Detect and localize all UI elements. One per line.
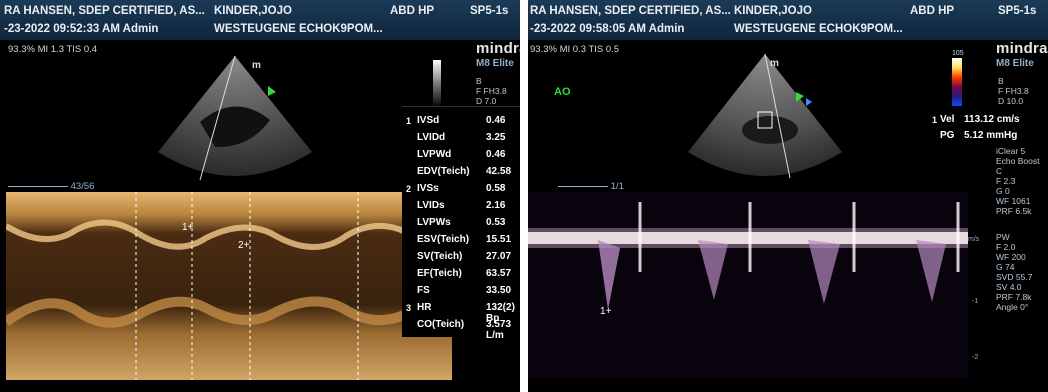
right-doppler-pane: RA HANSEN, SDEP CERTIFIED, AS... KINDER,… xyxy=(528,0,1048,392)
velocity-row: 1 Vel 113.12 cm/s xyxy=(932,114,1020,125)
doppler-cursor-1[interactable]: 1+ xyxy=(600,306,612,317)
measurement-group: 1 xyxy=(406,116,412,126)
measurement-value: 0.58 xyxy=(486,183,506,194)
right-power-line: 93.3% MI 0.3 TIS 0.5 xyxy=(530,44,620,55)
measurement-value: 42.58 xyxy=(486,166,512,177)
measurement-label: HR xyxy=(417,302,432,313)
ao-label: AO xyxy=(554,86,571,98)
left-model: M8 Elite xyxy=(476,58,514,69)
right-exam-type: ABD HP xyxy=(910,5,955,17)
velocity-scale-unit: m/s xyxy=(968,236,980,243)
measurement-value: 0.53 xyxy=(486,217,506,228)
measurement-row: SV(Teich) 27.07 xyxy=(402,249,520,266)
measurement-value: 63.57 xyxy=(486,268,512,279)
measurement-label: EDV(Teich) xyxy=(417,166,470,177)
measurement-value: 3.573 L/m xyxy=(486,319,512,341)
measurement-label: ESV(Teich) xyxy=(417,234,470,245)
measurement-value: 33.50 xyxy=(486,285,512,296)
measurement-row: EF(Teich) 63.57 xyxy=(402,266,520,283)
left-exam-type: ABD HP xyxy=(390,5,435,17)
left-clinic: WESTEUGENE ECHOK9POM... xyxy=(214,23,383,35)
measurement-label: IVSs xyxy=(417,183,439,194)
left-cursor-2[interactable]: 2+ xyxy=(238,240,250,251)
measurement-row: EDV(Teich) 42.58 xyxy=(402,164,520,181)
measurement-value: 27.07 xyxy=(486,251,512,262)
pane-divider xyxy=(520,0,528,392)
left-datetime: -23-2022 09:52:33 AM Admin xyxy=(4,23,159,35)
pw-doppler-spectrum xyxy=(528,192,968,378)
measurement-label: LVPWd xyxy=(417,149,452,160)
left-operator-name: RA HANSEN, SDEP CERTIFIED, AS... xyxy=(4,5,205,17)
svg-text:m: m xyxy=(252,60,261,71)
measurement-row: LVIDd 3.25 xyxy=(402,130,520,147)
right-operator-name: RA HANSEN, SDEP CERTIFIED, AS... xyxy=(530,5,731,17)
measurement-row: ESV(Teich) 15.51 xyxy=(402,232,520,249)
measurement-group: 3 xyxy=(406,303,412,313)
measurement-label: LVIDs xyxy=(417,200,445,211)
right-probe: SP5-1s xyxy=(998,5,1037,17)
left-power-line: 93.3% MI 1.3 TIS 0.4 xyxy=(8,44,98,55)
right-depth-marker: 1/1 xyxy=(558,181,624,192)
left-measurement-panel: 1 IVSd 0.46 LVIDd 3.25 LVPWd 0.46 EDV(Teich) 42.… xyxy=(402,106,520,341)
measurement-value: 2.16 xyxy=(486,200,506,211)
left-cursor-1[interactable]: 1+ xyxy=(182,222,194,233)
left-mmode-pane: RA HANSEN, SDEP CERTIFIED, AS... KINDER,… xyxy=(0,0,520,392)
measurement-row: LVIDs 2.16 xyxy=(402,198,520,215)
right-color-velocity-bar xyxy=(952,58,962,106)
velocity-scale-tick-2: -2 xyxy=(972,354,979,361)
measurement-label: IVSd xyxy=(417,115,440,126)
left-depth-marker: 43/56 xyxy=(8,181,94,192)
right-datetime: -23-2022 09:58:05 AM Admin xyxy=(530,23,685,35)
measurement-row: 2 IVSs 0.58 xyxy=(402,181,520,198)
right-pw-params: PW F 2.0 WF 200 G 74 SVD 55.7 SV 4.0 PRF… xyxy=(996,232,1033,312)
measurement-row: 3 HR 132(2) Bp xyxy=(402,300,520,324)
right-2d-sector-image: m xyxy=(688,53,842,179)
measurement-row: LVPWs 0.53 xyxy=(402,215,520,232)
right-b-params: B F FH3.8 D 10.0 xyxy=(998,76,1029,106)
measurement-label: LVPWs xyxy=(417,217,451,228)
right-clinic: WESTEUGENE ECHOK9POM... xyxy=(734,23,903,35)
measurement-value: 0.46 xyxy=(486,149,506,160)
velocity-scale-tick-1: -1 xyxy=(972,298,979,305)
measurement-value: 0.46 xyxy=(486,115,506,126)
left-b-params: B F FH3.8 D 7.0 xyxy=(476,76,507,106)
velocity-measurement-box: 1 Vel 113.12 cm/s PG 5.12 mmHg xyxy=(928,110,1048,144)
left-2d-sector-image: m xyxy=(158,55,312,181)
right-brand-logo: mindra xyxy=(996,40,1048,57)
right-header: RA HANSEN, SDEP CERTIFIED, AS... KINDER,… xyxy=(528,0,1048,40)
right-color-params: iClear 5 Echo Boost C F 2.3 G 0 WF 1061 … xyxy=(996,146,1040,216)
left-probe: SP5-1s xyxy=(470,5,509,17)
measurement-value: 3.25 xyxy=(486,132,506,143)
measurement-row: FS 33.50 xyxy=(402,283,520,300)
measurement-label: LVIDd xyxy=(417,132,446,143)
measurement-row: LVPWd 0.46 xyxy=(402,147,520,164)
left-header: RA HANSEN, SDEP CERTIFIED, AS... KINDER,… xyxy=(0,0,520,40)
left-brand-logo: mindra xyxy=(476,40,520,57)
right-colorbar-top-label: 105 xyxy=(952,50,964,57)
right-model: M8 Elite xyxy=(996,58,1034,69)
right-patient-name: KINDER,JOJO xyxy=(734,5,812,17)
measurement-label: CO(Teich) xyxy=(417,319,465,330)
left-mmode-trace xyxy=(6,192,452,380)
measurement-label: EF(Teich) xyxy=(417,268,462,279)
measurement-value: 15.51 xyxy=(486,234,512,245)
measurement-row: 1 IVSd 0.46 xyxy=(402,113,520,130)
left-gray-scale-bar xyxy=(433,60,441,108)
left-patient-name: KINDER,JOJO xyxy=(214,5,292,17)
measurement-row: CO(Teich) 3.573 L/m xyxy=(402,317,520,341)
measurement-group: 2 xyxy=(406,184,412,194)
measurement-value: 132(2) Bp xyxy=(486,302,515,324)
svg-text:m: m xyxy=(770,58,779,69)
pressure-gradient-row: PG 5.12 mmHg xyxy=(940,130,1018,141)
measurement-label: SV(Teich) xyxy=(417,251,463,262)
measurement-label: FS xyxy=(417,285,430,296)
